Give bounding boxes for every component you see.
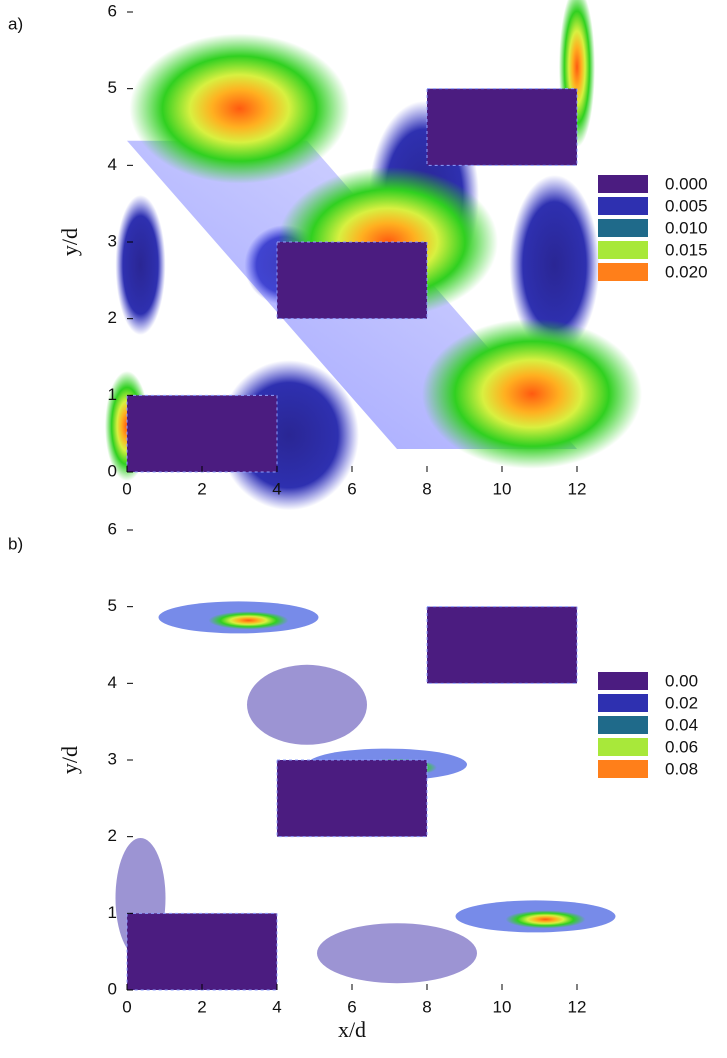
- legend-label: 0.06: [665, 737, 698, 756]
- field-hotspot: [422, 318, 642, 469]
- legend-swatch: [598, 672, 648, 690]
- y-tick-label: 0: [108, 461, 117, 480]
- x-tick-label: 8: [422, 997, 431, 1016]
- legend-swatch: [598, 241, 648, 259]
- x-tick-label: 0: [122, 997, 131, 1016]
- x-tick-label: 4: [272, 479, 281, 498]
- x-tick-label: 2: [197, 997, 206, 1016]
- x-tick-label: 0: [122, 479, 131, 498]
- y-tick-label: 0: [108, 979, 117, 998]
- legend-label: 0.02: [665, 693, 698, 712]
- legend-label: 0.020: [665, 262, 708, 281]
- legend-swatch: [598, 219, 648, 237]
- legend-label: 0.04: [665, 715, 698, 734]
- legend-swatch: [598, 760, 648, 778]
- field-region: [509, 175, 600, 355]
- obstacle: [276, 759, 428, 838]
- legend-swatch: [598, 738, 648, 756]
- x-tick-label: 2: [197, 479, 206, 498]
- y-tick-label: 6: [108, 1, 117, 20]
- y-tick-label: 5: [108, 78, 117, 97]
- x-tick-label: 12: [568, 997, 587, 1016]
- field-hotspot: [208, 611, 289, 630]
- legend-swatch: [598, 694, 648, 712]
- field-region: [247, 664, 367, 745]
- x-tick-label: 6: [347, 997, 356, 1016]
- field-region: [115, 195, 166, 335]
- x-axis-label: x/d: [338, 1017, 366, 1042]
- x-tick-label: 6: [347, 479, 356, 498]
- y-tick-label: 1: [108, 903, 117, 922]
- y-tick-label: 1: [108, 385, 117, 404]
- x-tick-label: 4: [272, 997, 281, 1016]
- y-tick-label: 4: [108, 155, 117, 174]
- y-tick-label: 3: [108, 231, 117, 250]
- plot-area: [115, 601, 616, 991]
- obstacle: [426, 88, 578, 166]
- x-tick-label: 12: [568, 479, 587, 498]
- legend-swatch: [598, 263, 648, 281]
- legend-label: 0.005: [665, 196, 708, 215]
- legend-label: 0.010: [665, 218, 708, 237]
- y-tick-label: 4: [108, 673, 117, 692]
- y-axis-label: y/d: [57, 228, 82, 256]
- plot-area: [105, 0, 642, 511]
- x-tick-label: 8: [422, 479, 431, 498]
- y-tick-label: 5: [108, 596, 117, 615]
- y-axis-label: y/d: [57, 746, 82, 774]
- legend-label: 0.00: [665, 671, 698, 690]
- field-hotspot: [129, 33, 350, 184]
- legend-label: 0.000: [665, 174, 708, 193]
- panel-label: a): [8, 14, 23, 33]
- legend-swatch: [598, 175, 648, 193]
- panel-label: b): [8, 534, 23, 553]
- obstacle: [276, 241, 428, 320]
- legend-label: 0.08: [665, 759, 698, 778]
- legend-swatch: [598, 716, 648, 734]
- x-tick-label: 10: [493, 479, 512, 498]
- y-tick-label: 2: [108, 826, 117, 845]
- field-region: [317, 923, 477, 984]
- y-tick-label: 2: [108, 308, 117, 327]
- y-tick-label: 6: [108, 519, 117, 538]
- obstacle: [126, 912, 278, 991]
- legend-swatch: [598, 197, 648, 215]
- legend-label: 0.015: [665, 240, 708, 259]
- obstacle: [126, 394, 278, 473]
- obstacle: [426, 606, 578, 684]
- x-tick-label: 10: [493, 997, 512, 1016]
- field-hotspot: [505, 910, 586, 929]
- y-tick-label: 3: [108, 749, 117, 768]
